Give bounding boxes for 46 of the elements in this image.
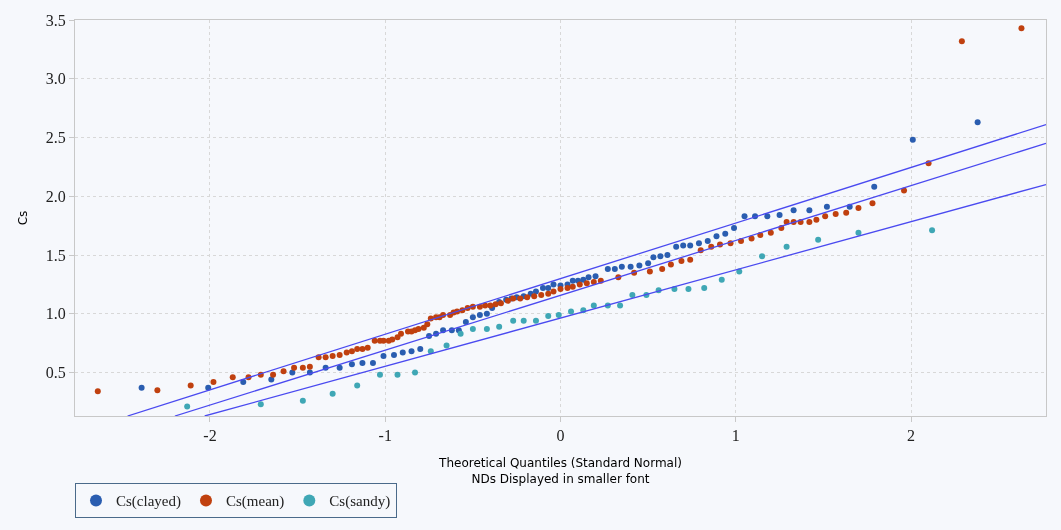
point (555, 311, 562, 318)
y-tick-label: 2.5 (45, 129, 66, 147)
y-tick-label: 3.0 (45, 70, 66, 88)
point (629, 291, 636, 298)
point (783, 243, 790, 250)
point (617, 302, 624, 309)
point (929, 227, 936, 234)
point (483, 326, 490, 333)
point (257, 401, 264, 408)
y-tick-label: 0.5 (45, 364, 66, 382)
y-tick-label: 1.0 (45, 305, 66, 323)
point (685, 286, 692, 293)
y-tick-label: 3.5 (45, 11, 66, 29)
point (520, 317, 527, 324)
point (545, 313, 552, 320)
x-axis-title: Theoretical Quantiles (Standard Normal) NDs Displayed in smaller font (438, 456, 682, 486)
point (469, 326, 476, 333)
y-axis-title: Cs (16, 210, 31, 226)
point (590, 302, 597, 309)
point (443, 342, 450, 349)
x-tick-label: 1 (731, 427, 740, 445)
point (815, 236, 822, 243)
y-tick-label: 2.0 (45, 187, 66, 205)
x-tick-label: -1 (378, 427, 392, 445)
x-tick-label: 2 (907, 427, 916, 445)
x-tick-label: 0 (556, 427, 565, 445)
point (412, 369, 419, 376)
point (532, 317, 539, 324)
point (496, 323, 503, 330)
point (354, 382, 361, 389)
legend-label: Cs(clayed) (116, 493, 181, 511)
point (701, 284, 708, 291)
point (568, 308, 575, 315)
legend-label: Cs(sandy) (329, 493, 391, 511)
point (718, 276, 725, 283)
point (394, 371, 401, 378)
point (376, 371, 383, 378)
x-tick-label: -2 (203, 427, 217, 445)
legend-label: Cs(mean) (225, 493, 285, 511)
point (299, 397, 306, 404)
point (855, 229, 862, 236)
point (329, 390, 336, 397)
point (759, 253, 766, 260)
point (184, 403, 191, 410)
point (510, 317, 517, 324)
y-tick-label: 1.5 (45, 246, 66, 264)
